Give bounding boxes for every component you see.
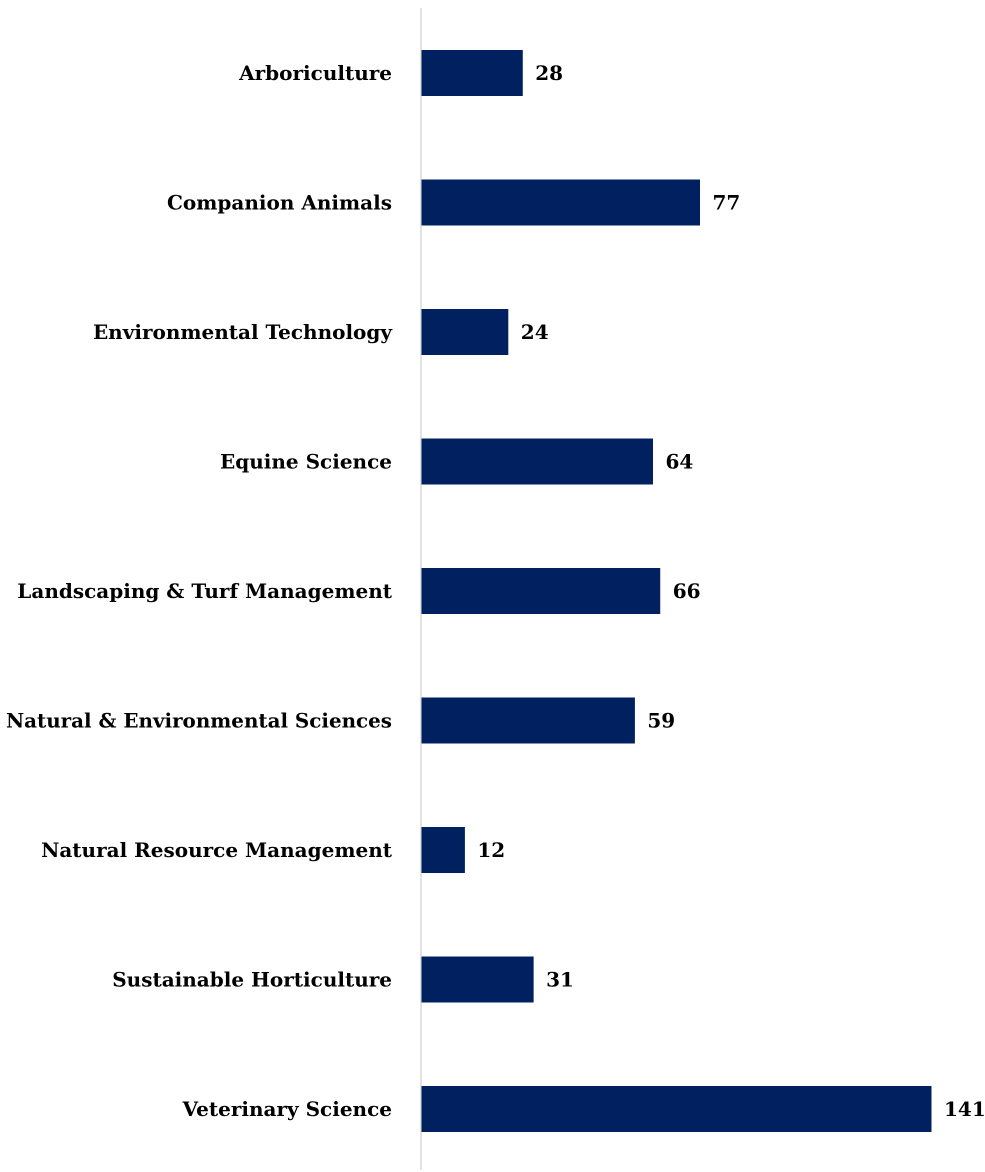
category-label-2: Environmental Technology — [93, 320, 393, 344]
bar-2 — [421, 309, 509, 355]
bar-8 — [421, 1086, 932, 1132]
bar-7 — [421, 956, 534, 1003]
category-label-1: Companion Animals — [167, 191, 392, 215]
category-label-5: Natural & Environmental Sciences — [6, 709, 392, 733]
value-label-0: 28 — [535, 61, 563, 85]
category-label-4: Landscaping & Turf Management — [17, 579, 392, 603]
value-label-6: 12 — [477, 838, 505, 862]
value-label-8: 141 — [944, 1097, 985, 1121]
value-label-3: 64 — [665, 450, 693, 474]
bar-1 — [421, 179, 701, 226]
category-label-3: Equine Science — [220, 450, 392, 474]
category-label-8: Veterinary Science — [181, 1097, 392, 1121]
category-label-7: Sustainable Horticulture — [112, 968, 392, 992]
bar-group — [421, 50, 932, 1132]
value-label-2: 24 — [521, 320, 549, 344]
category-label-6: Natural Resource Management — [41, 838, 393, 862]
bar-0 — [421, 50, 523, 96]
value-label-5: 59 — [647, 709, 675, 733]
value-label-group: 28 77 24 64 66 59 12 31 141 — [477, 61, 985, 1121]
category-label-0: Arboriculture — [238, 61, 392, 85]
value-label-4: 66 — [673, 579, 701, 603]
value-label-7: 31 — [546, 968, 574, 992]
value-label-1: 77 — [713, 191, 741, 215]
bar-3 — [421, 438, 653, 485]
bar-4 — [421, 568, 661, 614]
category-label-group: Arboriculture Companion Animals Environmen… — [6, 61, 393, 1121]
bar-5 — [421, 697, 635, 744]
bar-6 — [421, 827, 465, 873]
